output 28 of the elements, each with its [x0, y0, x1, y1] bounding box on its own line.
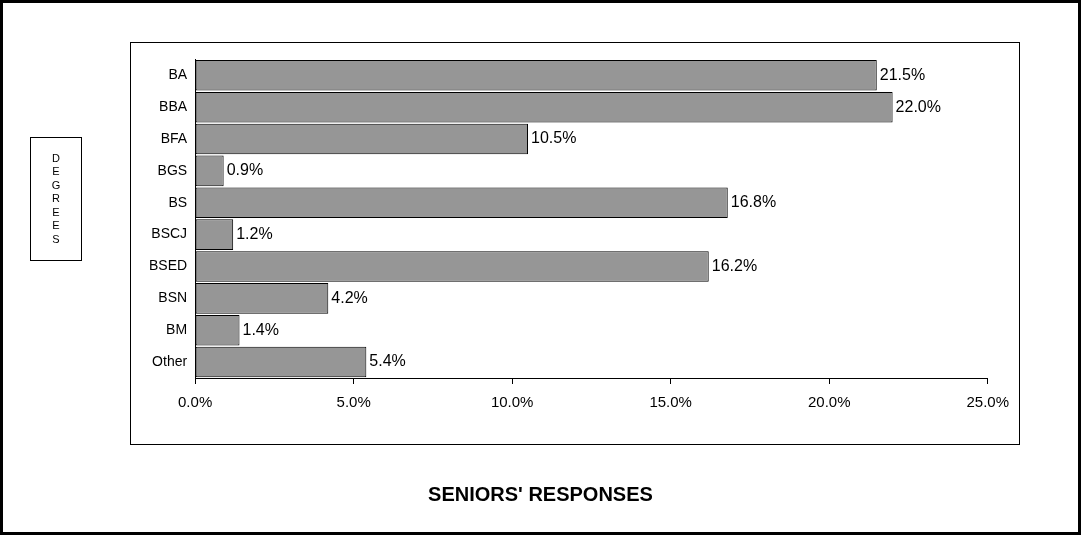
data-label: 22.0% — [895, 97, 941, 115]
data-label: 10.5% — [531, 129, 577, 147]
data-label: 16.8% — [730, 193, 777, 211]
text: SENIORS' RESPONSES — [427, 483, 654, 506]
y-tick-label: BA — [168, 66, 188, 83]
y-tick-label: BSN — [158, 289, 188, 306]
y-tick-label: BM — [166, 321, 188, 338]
y-tick-label: BSED — [149, 257, 188, 274]
data-label: 0.9% — [226, 161, 264, 179]
data-label: 16.2% — [711, 256, 758, 274]
y-tick-label: BS — [168, 193, 188, 210]
data-label: 4.2% — [331, 288, 368, 306]
y-tick-label: BBA — [159, 98, 188, 115]
x-tick-label: 20.0% — [807, 393, 851, 411]
x-tick-label: 25.0% — [966, 393, 1010, 411]
y-tick-label: BFA — [160, 129, 188, 146]
y-tick-label: BGS — [157, 161, 188, 178]
data-label: 1.2% — [236, 225, 273, 243]
data-label: 5.4% — [369, 352, 406, 370]
text: DEGREES — [51, 151, 61, 247]
y-tick-label: BSCJ — [151, 225, 188, 242]
y-tick-label: Other — [152, 352, 188, 369]
data-label: 21.5% — [879, 65, 926, 83]
x-tick-label: 15.0% — [649, 393, 692, 411]
x-tick-label: 5.0% — [336, 393, 371, 411]
data-label: 1.4% — [242, 320, 279, 338]
x-tick-label: 0.0% — [178, 393, 213, 411]
x-tick-label: 10.0% — [490, 393, 534, 411]
